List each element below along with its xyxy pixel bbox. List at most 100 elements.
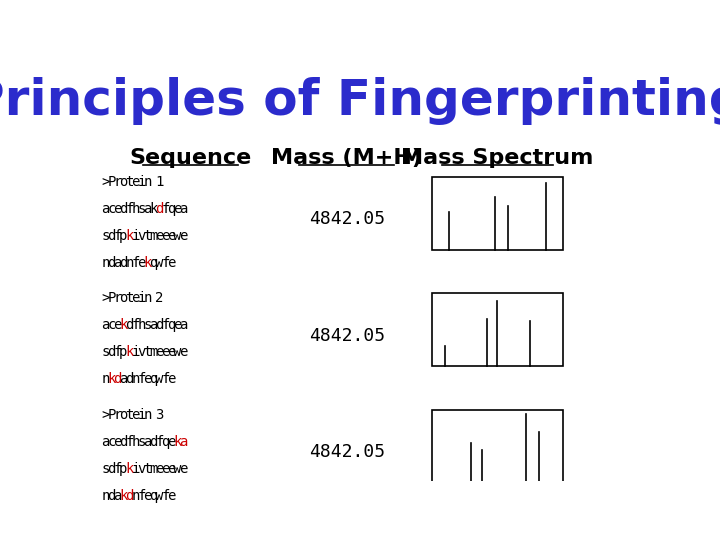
- Text: t: t: [125, 292, 134, 306]
- Text: k: k: [120, 489, 127, 503]
- Text: r: r: [113, 175, 122, 189]
- Text: q: q: [149, 256, 158, 270]
- Text: c: c: [107, 202, 116, 216]
- Text: f: f: [113, 346, 122, 360]
- Text: d: d: [120, 256, 127, 270]
- Text: e: e: [156, 229, 163, 243]
- Text: e: e: [179, 346, 188, 360]
- Text: P: P: [107, 292, 116, 306]
- Text: k: k: [120, 319, 127, 333]
- Text: d: d: [125, 373, 134, 387]
- Text: a: a: [113, 489, 122, 503]
- Text: e: e: [113, 202, 122, 216]
- Text: n: n: [131, 489, 140, 503]
- Text: w: w: [156, 256, 163, 270]
- Text: d: d: [113, 373, 122, 387]
- Text: w: w: [156, 489, 163, 503]
- Text: f: f: [138, 373, 145, 387]
- Text: f: f: [161, 202, 170, 216]
- Text: d: d: [156, 319, 163, 333]
- Text: e: e: [168, 256, 176, 270]
- Text: o: o: [120, 292, 127, 306]
- Text: k: k: [143, 256, 152, 270]
- Text: a: a: [101, 435, 109, 449]
- Text: s: s: [101, 462, 109, 476]
- Text: 4842.05: 4842.05: [309, 327, 384, 345]
- Text: w: w: [174, 462, 182, 476]
- Text: e: e: [161, 462, 170, 476]
- Text: e: e: [143, 489, 152, 503]
- Text: d: d: [107, 346, 116, 360]
- Text: p: p: [120, 346, 127, 360]
- Text: Principles of Fingerprinting*: Principles of Fingerprinting*: [0, 77, 720, 125]
- Text: i: i: [131, 346, 140, 360]
- Text: s: s: [101, 346, 109, 360]
- Text: o: o: [120, 408, 127, 422]
- Text: a: a: [101, 319, 109, 333]
- Text: d: d: [156, 202, 163, 216]
- Text: h: h: [131, 202, 140, 216]
- Text: e: e: [138, 256, 145, 270]
- Text: a: a: [143, 435, 152, 449]
- Text: 3: 3: [156, 408, 163, 422]
- Text: a: a: [149, 319, 158, 333]
- Text: q: q: [149, 489, 158, 503]
- Text: a: a: [120, 373, 127, 387]
- Text: 4842.05: 4842.05: [309, 443, 384, 461]
- Text: >: >: [101, 292, 109, 306]
- Text: P: P: [107, 175, 116, 189]
- Text: d: d: [107, 256, 116, 270]
- Text: e: e: [179, 462, 188, 476]
- Text: c: c: [107, 319, 116, 333]
- Text: d: d: [107, 489, 116, 503]
- Text: >: >: [101, 175, 109, 189]
- Text: f: f: [138, 489, 145, 503]
- Text: k: k: [107, 373, 116, 387]
- Text: f: f: [161, 489, 170, 503]
- Text: d: d: [120, 435, 127, 449]
- Text: f: f: [156, 435, 163, 449]
- Text: k: k: [174, 435, 182, 449]
- Text: e: e: [156, 346, 163, 360]
- Text: Mass Spectrum: Mass Spectrum: [401, 148, 593, 168]
- Text: q: q: [149, 373, 158, 387]
- Text: q: q: [168, 319, 176, 333]
- Text: n: n: [131, 373, 140, 387]
- Text: 2: 2: [156, 292, 163, 306]
- Text: P: P: [107, 408, 116, 422]
- Text: e: e: [131, 175, 140, 189]
- Text: f: f: [131, 256, 140, 270]
- Text: w: w: [174, 346, 182, 360]
- Text: e: e: [174, 319, 182, 333]
- Text: p: p: [120, 462, 127, 476]
- Bar: [432, 410, 563, 483]
- Text: m: m: [149, 462, 158, 476]
- Text: w: w: [156, 373, 163, 387]
- Text: k: k: [125, 462, 134, 476]
- Text: e: e: [168, 435, 176, 449]
- Bar: [432, 177, 563, 250]
- Text: e: e: [168, 373, 176, 387]
- Text: f: f: [131, 319, 140, 333]
- Text: m: m: [149, 229, 158, 243]
- Text: n: n: [143, 292, 152, 306]
- Text: c: c: [107, 435, 116, 449]
- Text: t: t: [143, 462, 152, 476]
- Text: d: d: [107, 462, 116, 476]
- Text: p: p: [120, 229, 127, 243]
- Text: a: a: [101, 202, 109, 216]
- Text: 4842.05: 4842.05: [309, 210, 384, 228]
- Text: s: s: [143, 319, 152, 333]
- Text: Sequence: Sequence: [130, 148, 251, 168]
- Text: h: h: [131, 435, 140, 449]
- Text: >: >: [101, 408, 109, 422]
- Text: i: i: [138, 292, 145, 306]
- Text: m: m: [149, 346, 158, 360]
- Text: n: n: [125, 256, 134, 270]
- Text: f: f: [161, 319, 170, 333]
- Text: v: v: [138, 346, 145, 360]
- Text: d: d: [125, 489, 134, 503]
- Text: e: e: [161, 346, 170, 360]
- Text: w: w: [174, 229, 182, 243]
- Text: q: q: [168, 202, 176, 216]
